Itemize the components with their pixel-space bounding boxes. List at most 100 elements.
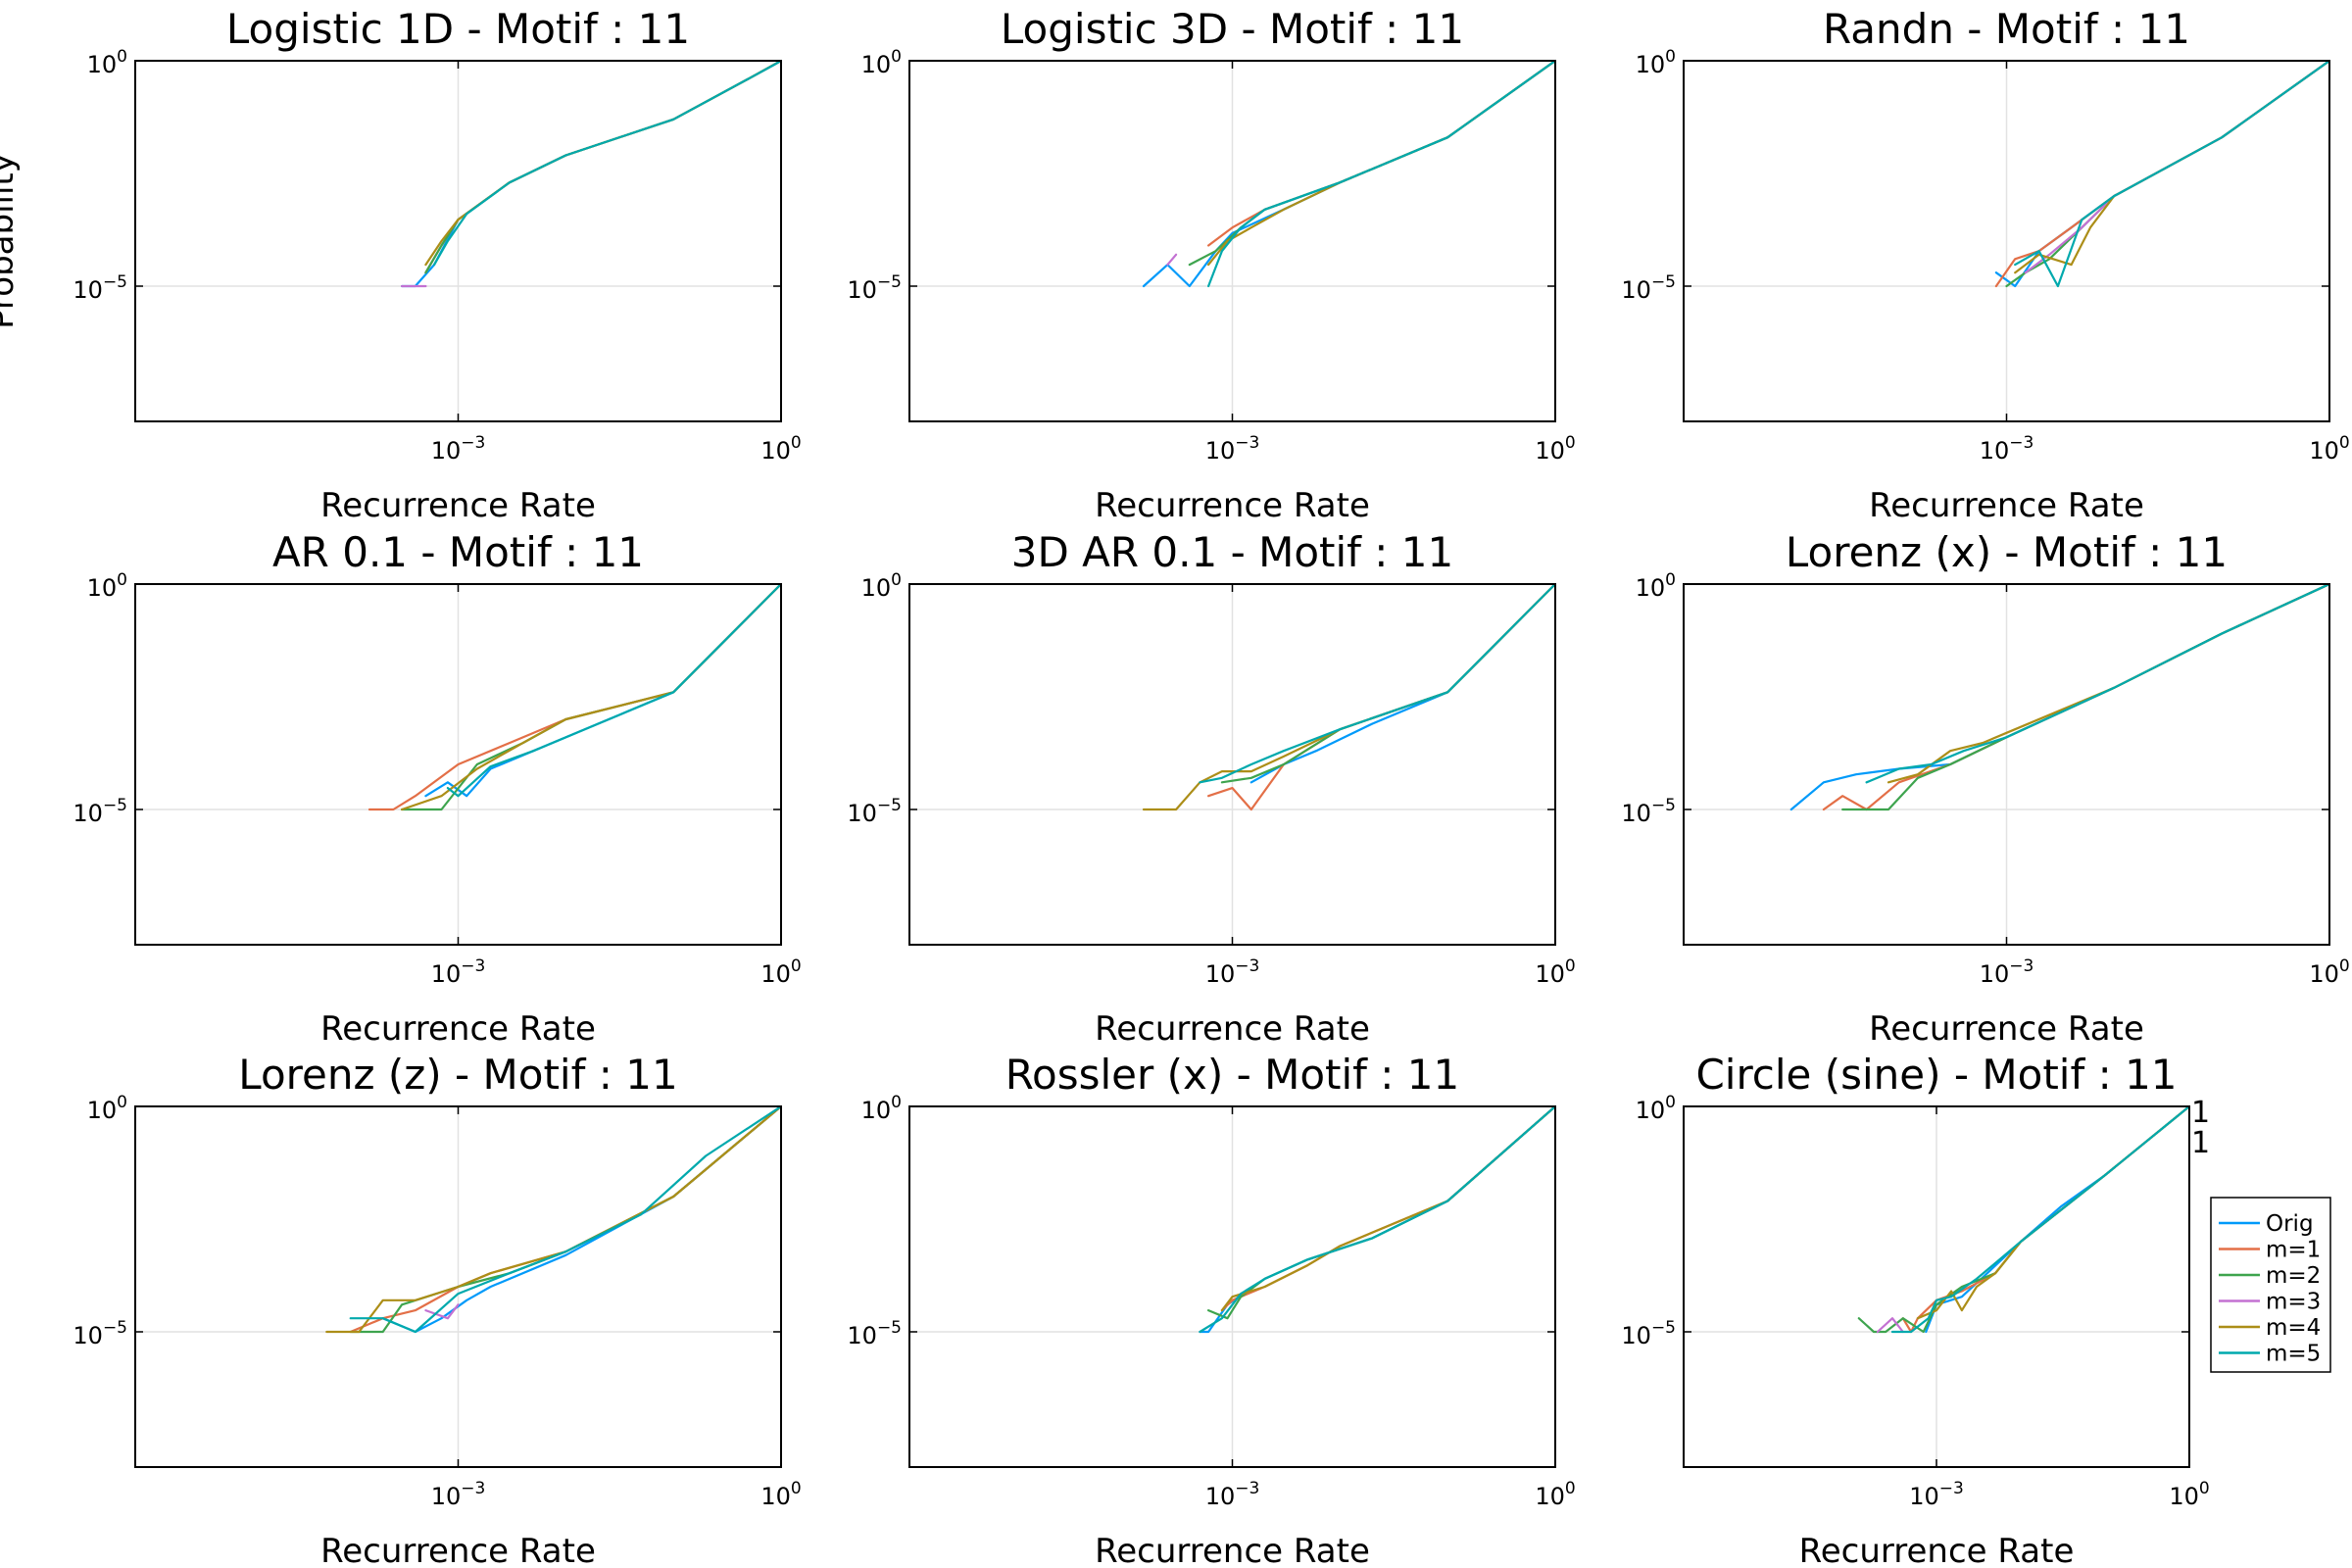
series-group bbox=[1142, 584, 1555, 811]
x-tick-label-exponent: 0 bbox=[791, 433, 802, 453]
x-tick-label-exponent: −3 bbox=[1235, 956, 1259, 976]
y-tick-label-base: 10 bbox=[73, 800, 103, 827]
subplot-title: Rossler (x) - Motif : 11 bbox=[1005, 1051, 1460, 1099]
series-line-m2 bbox=[1857, 1106, 2189, 1334]
x-tick-label-base: 10 bbox=[1535, 960, 1565, 988]
y-tick-label-base: 10 bbox=[1621, 1322, 1651, 1349]
y-tick-label: 100 bbox=[1636, 1093, 1676, 1124]
x-tick-label-base: 10 bbox=[1205, 960, 1236, 988]
legend-item-m4: m=4 bbox=[2219, 1315, 2321, 1341]
y-tick-label-base: 10 bbox=[73, 276, 103, 304]
x-tick-label-exponent: 0 bbox=[1565, 1479, 1576, 1498]
series-line-m4 bbox=[424, 61, 781, 267]
y-tick-label: 10−5 bbox=[73, 272, 127, 304]
series-line-m5 bbox=[1199, 1106, 1555, 1334]
y-tick-label-base: 10 bbox=[1636, 574, 1666, 602]
x-tick-label-base: 10 bbox=[431, 437, 462, 465]
x-tick-label: 10−3 bbox=[431, 956, 486, 988]
y-tick-label-base: 10 bbox=[847, 1322, 877, 1349]
x-tick-label-base: 10 bbox=[1205, 437, 1236, 465]
x-tick-label-exponent: −3 bbox=[1939, 1479, 1964, 1498]
series-line-m5 bbox=[1206, 61, 1555, 288]
x-tick-label: 100 bbox=[760, 433, 801, 465]
series-line-m3 bbox=[424, 1303, 460, 1320]
series-line-m5 bbox=[1890, 1106, 2189, 1334]
series-line-m5 bbox=[1865, 584, 2329, 784]
y-tick-label-exponent: 0 bbox=[117, 1093, 127, 1112]
legend-label: m=2 bbox=[2266, 1263, 2321, 1289]
x-tick-label: 10−3 bbox=[1205, 956, 1260, 988]
series-group bbox=[1199, 1106, 1555, 1334]
y-tick-label-base: 10 bbox=[1621, 276, 1651, 304]
x-tick-label-exponent: −3 bbox=[461, 1479, 485, 1498]
x-tick-label-base: 10 bbox=[2169, 1483, 2199, 1510]
x-tick-label-exponent: 0 bbox=[2339, 956, 2350, 976]
y-tick-label-exponent: −5 bbox=[1651, 796, 1676, 815]
legend-item-Orig: Orig bbox=[2219, 1211, 2314, 1237]
x-axis-label: Recurrence Rate bbox=[320, 1009, 596, 1049]
series-line-m1 bbox=[1994, 61, 2329, 288]
y-tick-label-base: 10 bbox=[87, 1097, 118, 1124]
x-tick-label-exponent: 0 bbox=[791, 1479, 802, 1498]
legend-item-m5: m=5 bbox=[2219, 1342, 2321, 1367]
y-tick-label-base: 10 bbox=[73, 1322, 103, 1349]
x-axis-label: Recurrence Rate bbox=[1095, 1532, 1370, 1568]
y-tick-label: 100 bbox=[861, 1093, 902, 1124]
subplot-title: Lorenz (z) - Motif : 11 bbox=[238, 1051, 677, 1099]
series-line-m5 bbox=[2014, 61, 2329, 288]
y-tick-label-exponent: 0 bbox=[1665, 570, 1676, 590]
y-tick-label: 10−5 bbox=[1621, 1318, 1676, 1349]
x-tick-label: 100 bbox=[760, 956, 801, 988]
series-line-Orig bbox=[1994, 61, 2329, 288]
series-line-m1 bbox=[368, 584, 781, 811]
y-tick-label-exponent: 0 bbox=[117, 47, 127, 67]
x-tick-label: 10−3 bbox=[431, 1479, 486, 1510]
y-tick-label-base: 10 bbox=[861, 1097, 892, 1124]
x-tick-label: 10−3 bbox=[431, 433, 486, 465]
series-group bbox=[325, 1106, 781, 1334]
series-line-m4 bbox=[1142, 584, 1555, 811]
x-tick-label: 100 bbox=[1535, 956, 1575, 988]
x-tick-label: 10−3 bbox=[1205, 433, 1260, 465]
series-line-m5 bbox=[349, 1106, 781, 1334]
x-tick-label: 100 bbox=[760, 1479, 801, 1510]
y-tick-label: 100 bbox=[1636, 47, 1676, 78]
y-tick-label: 100 bbox=[87, 570, 127, 602]
stray-label: 1 bbox=[2191, 1096, 2210, 1130]
y-tick-label: 10−5 bbox=[847, 1318, 902, 1349]
x-axis-label: Recurrence Rate bbox=[320, 486, 596, 525]
y-tick-label: 100 bbox=[861, 47, 902, 78]
subplot-title: Logistic 3D - Motif : 11 bbox=[1001, 5, 1464, 53]
series-line-Orig bbox=[1199, 1106, 1555, 1334]
x-tick-label-base: 10 bbox=[1205, 1483, 1236, 1510]
series-line-m1 bbox=[349, 1106, 781, 1334]
series-line-m4 bbox=[325, 1106, 781, 1334]
x-tick-label: 100 bbox=[2309, 956, 2349, 988]
y-tick-label-exponent: −5 bbox=[877, 1318, 902, 1338]
y-tick-label: 10−5 bbox=[1621, 796, 1676, 827]
series-line-m2 bbox=[424, 61, 781, 274]
x-tick-label: 100 bbox=[1535, 433, 1575, 465]
y-tick-label-exponent: 0 bbox=[117, 570, 127, 590]
y-tick-label-exponent: −5 bbox=[877, 272, 902, 292]
series-line-m3 bbox=[1166, 253, 1178, 267]
y-tick-label-base: 10 bbox=[1636, 51, 1666, 78]
x-axis-label: Recurrence Rate bbox=[1869, 486, 2144, 525]
subplot-title: Randn - Motif : 11 bbox=[1823, 5, 2190, 53]
series-line-m2 bbox=[349, 1106, 781, 1334]
subplot-title: Circle (sine) - Motif : 11 bbox=[1695, 1051, 2177, 1099]
x-tick-label: 10−3 bbox=[1205, 1479, 1260, 1510]
series-line-Orig bbox=[381, 1106, 781, 1334]
y-tick-label-exponent: 0 bbox=[1665, 1093, 1676, 1112]
series-line-m2 bbox=[1206, 1106, 1555, 1320]
x-tick-label-base: 10 bbox=[2309, 960, 2339, 988]
y-tick-label-base: 10 bbox=[1621, 800, 1651, 827]
series-line-m5 bbox=[446, 584, 781, 798]
x-tick-label: 10−3 bbox=[1909, 1479, 1964, 1510]
